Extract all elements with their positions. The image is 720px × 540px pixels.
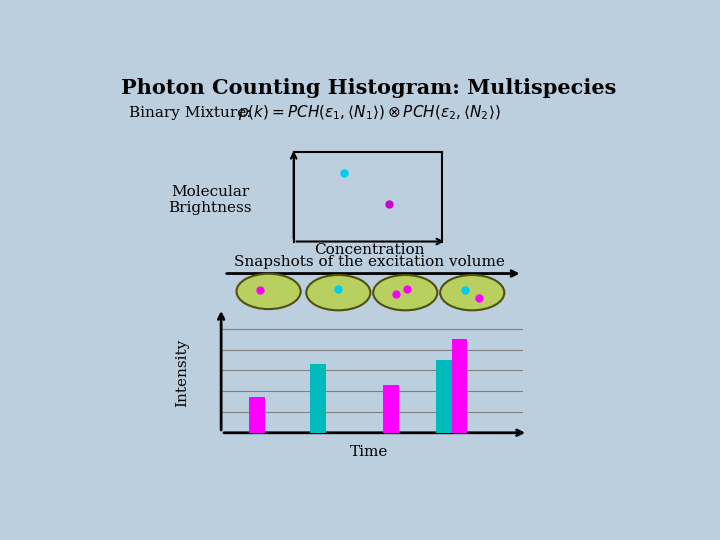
- Ellipse shape: [440, 275, 504, 310]
- Text: Photon Counting Histogram: Multispecies: Photon Counting Histogram: Multispecies: [121, 78, 617, 98]
- Text: Binary Mixture:: Binary Mixture:: [129, 106, 256, 120]
- Bar: [249, 397, 265, 433]
- Bar: [436, 360, 451, 433]
- Text: Intensity: Intensity: [175, 339, 189, 407]
- Text: Concentration: Concentration: [314, 243, 424, 257]
- Text: Time: Time: [350, 446, 388, 460]
- Text: Snapshots of the excitation volume: Snapshots of the excitation volume: [233, 255, 505, 269]
- Text: Molecular
Brightness: Molecular Brightness: [168, 185, 252, 215]
- Bar: [310, 364, 326, 433]
- Ellipse shape: [306, 275, 370, 310]
- Ellipse shape: [236, 274, 301, 309]
- Text: $p(k) = PCH(\varepsilon_1, \langle N_1 \rangle) \otimes PCH(\varepsilon_2, \lang: $p(k) = PCH(\varepsilon_1, \langle N_1 \…: [238, 103, 500, 122]
- Ellipse shape: [373, 275, 437, 310]
- Bar: [451, 339, 467, 433]
- Bar: [383, 385, 399, 433]
